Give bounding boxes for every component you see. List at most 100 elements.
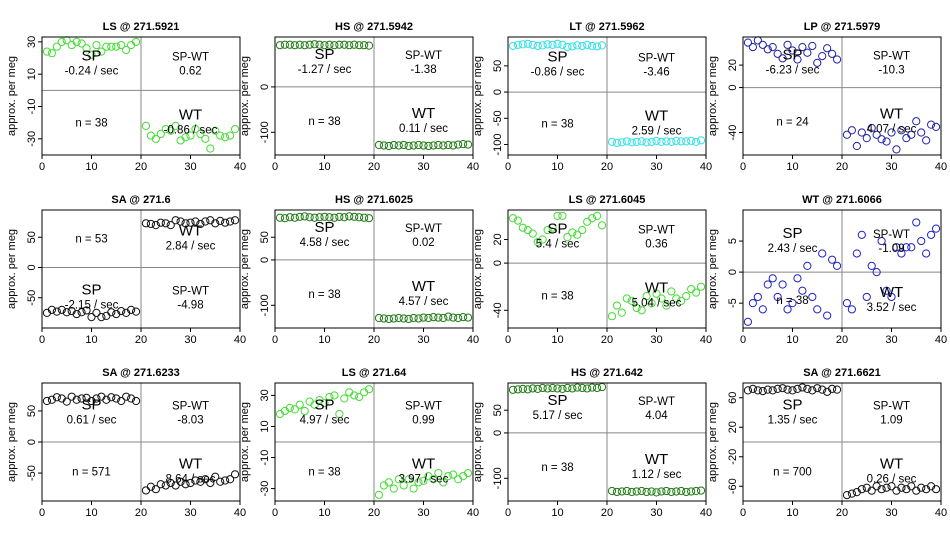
y-tick-label: 0: [26, 439, 38, 445]
x-tick-label: 40: [234, 334, 246, 346]
data-point: [439, 478, 448, 487]
data-point: [687, 487, 696, 496]
data-point: [434, 468, 443, 478]
x-tick-label: 30: [885, 161, 897, 173]
data-point: [798, 383, 807, 392]
y-tick-label: 20: [727, 421, 739, 433]
data-point: [47, 305, 57, 314]
data-point: [667, 137, 676, 146]
n-count: n = 38: [541, 119, 573, 131]
data-point: [533, 41, 542, 51]
sp-rate: 1.35 / sec: [768, 415, 818, 427]
x-tick-label: 10: [786, 334, 798, 346]
data-point: [191, 125, 200, 134]
sp-label: SP: [314, 397, 334, 414]
y-tick-label: 0: [492, 89, 504, 95]
data-point: [394, 313, 403, 323]
data-point: [593, 383, 602, 393]
x-tick-label: 0: [505, 334, 511, 346]
n-count: n = 38: [776, 295, 808, 307]
data-point: [657, 294, 666, 303]
data-point: [102, 42, 111, 51]
y-tick-label: -10: [259, 450, 271, 466]
x-tick-label: 40: [935, 507, 947, 519]
data-point: [52, 393, 61, 402]
data-point: [151, 485, 160, 494]
y-tick-label: -30: [259, 481, 271, 497]
data-point: [345, 41, 354, 50]
spwt-value: 0.36: [645, 239, 667, 251]
data-point: [379, 141, 388, 150]
data-point: [285, 213, 294, 222]
y-tick-label: 0: [492, 430, 504, 436]
data-point: [828, 384, 837, 393]
y-tick-label: -100: [259, 294, 271, 316]
data-point: [518, 223, 527, 232]
data-point: [662, 137, 671, 146]
data-point: [642, 138, 651, 147]
data-point: [122, 45, 131, 55]
data-point: [275, 213, 285, 222]
data-point: [87, 396, 96, 406]
spwt-value: 4.04: [645, 410, 668, 422]
y-tick-label: 0: [259, 257, 271, 263]
data-point: [627, 487, 636, 497]
data-point: [533, 384, 542, 393]
data-point: [176, 477, 185, 486]
data-point: [872, 268, 881, 277]
data-point: [57, 305, 66, 314]
data-point: [330, 391, 339, 400]
x-tick-label: 20: [836, 334, 848, 346]
y-tick-label: 50: [492, 404, 504, 416]
data-point: [578, 383, 587, 393]
x-tick-label: 40: [234, 507, 246, 519]
x-tick-label: 30: [417, 334, 429, 346]
data-point: [399, 481, 408, 490]
data-point: [832, 385, 842, 394]
data-point: [548, 223, 557, 232]
data-point: [773, 384, 782, 393]
data-point: [568, 384, 577, 393]
spwt-label: SP-WT: [873, 50, 910, 62]
data-point: [419, 313, 428, 322]
data-point: [221, 133, 230, 142]
data-point: [637, 306, 646, 315]
data-point: [553, 384, 562, 393]
y-axis-label: approx. per meg: [472, 229, 484, 309]
data-point: [230, 216, 240, 225]
data-point: [847, 489, 857, 498]
data-point: [463, 313, 473, 322]
data-point: [508, 41, 518, 51]
data-point: [931, 224, 941, 233]
x-tick-label: 40: [700, 161, 712, 173]
x-tick-label: 10: [318, 334, 330, 346]
data-point: [758, 40, 767, 49]
x-tick-label: 20: [601, 334, 613, 346]
data-point: [355, 41, 364, 50]
data-point: [72, 37, 81, 46]
spwt-label: SP-WT: [873, 401, 910, 413]
data-point: [320, 212, 329, 221]
x-tick-label: 30: [650, 507, 662, 519]
y-axis-label: approx. per meg: [239, 56, 251, 136]
data-point: [563, 383, 572, 393]
data-point: [141, 219, 151, 228]
spwt-value: 0.99: [412, 415, 434, 427]
data-point: [330, 213, 339, 222]
data-point: [330, 41, 339, 50]
data-point: [842, 130, 852, 139]
sp-label: SP: [81, 282, 101, 299]
x-tick-label: 10: [551, 161, 563, 173]
data-point: [300, 406, 309, 416]
data-point: [409, 313, 418, 323]
panel-title: LS @ 271.6045: [569, 194, 646, 206]
data-point: [528, 229, 537, 238]
data-point: [181, 480, 190, 489]
data-point: [340, 394, 349, 403]
data-point: [538, 235, 547, 244]
wt-label: WT: [645, 451, 668, 468]
data-point: [563, 233, 572, 242]
y-axis-label: approx. per meg: [239, 229, 251, 309]
data-point: [107, 308, 116, 317]
y-axis-label: approx. per meg: [6, 402, 18, 482]
